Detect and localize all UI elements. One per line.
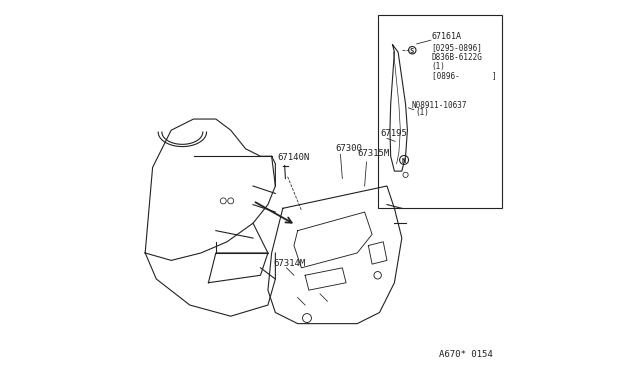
- Text: 67315M: 67315M: [357, 149, 390, 158]
- Text: (1): (1): [431, 62, 445, 71]
- Text: (1): (1): [415, 108, 429, 117]
- Text: A670* 0154: A670* 0154: [439, 350, 493, 359]
- Text: D836B-6122G: D836B-6122G: [431, 52, 483, 61]
- Text: 67161A: 67161A: [431, 32, 461, 41]
- Text: 67300: 67300: [335, 144, 362, 153]
- Text: N08911-10637: N08911-10637: [411, 101, 467, 110]
- Text: 67140N: 67140N: [277, 153, 310, 162]
- Bar: [378, 15, 502, 208]
- Text: 67195: 67195: [380, 129, 407, 138]
- Text: 67314M: 67314M: [273, 259, 306, 268]
- Text: [0295-0896]: [0295-0896]: [431, 43, 483, 52]
- Text: [0896-       ]: [0896- ]: [431, 71, 497, 80]
- Text: N: N: [401, 158, 406, 164]
- Text: S: S: [410, 48, 413, 54]
